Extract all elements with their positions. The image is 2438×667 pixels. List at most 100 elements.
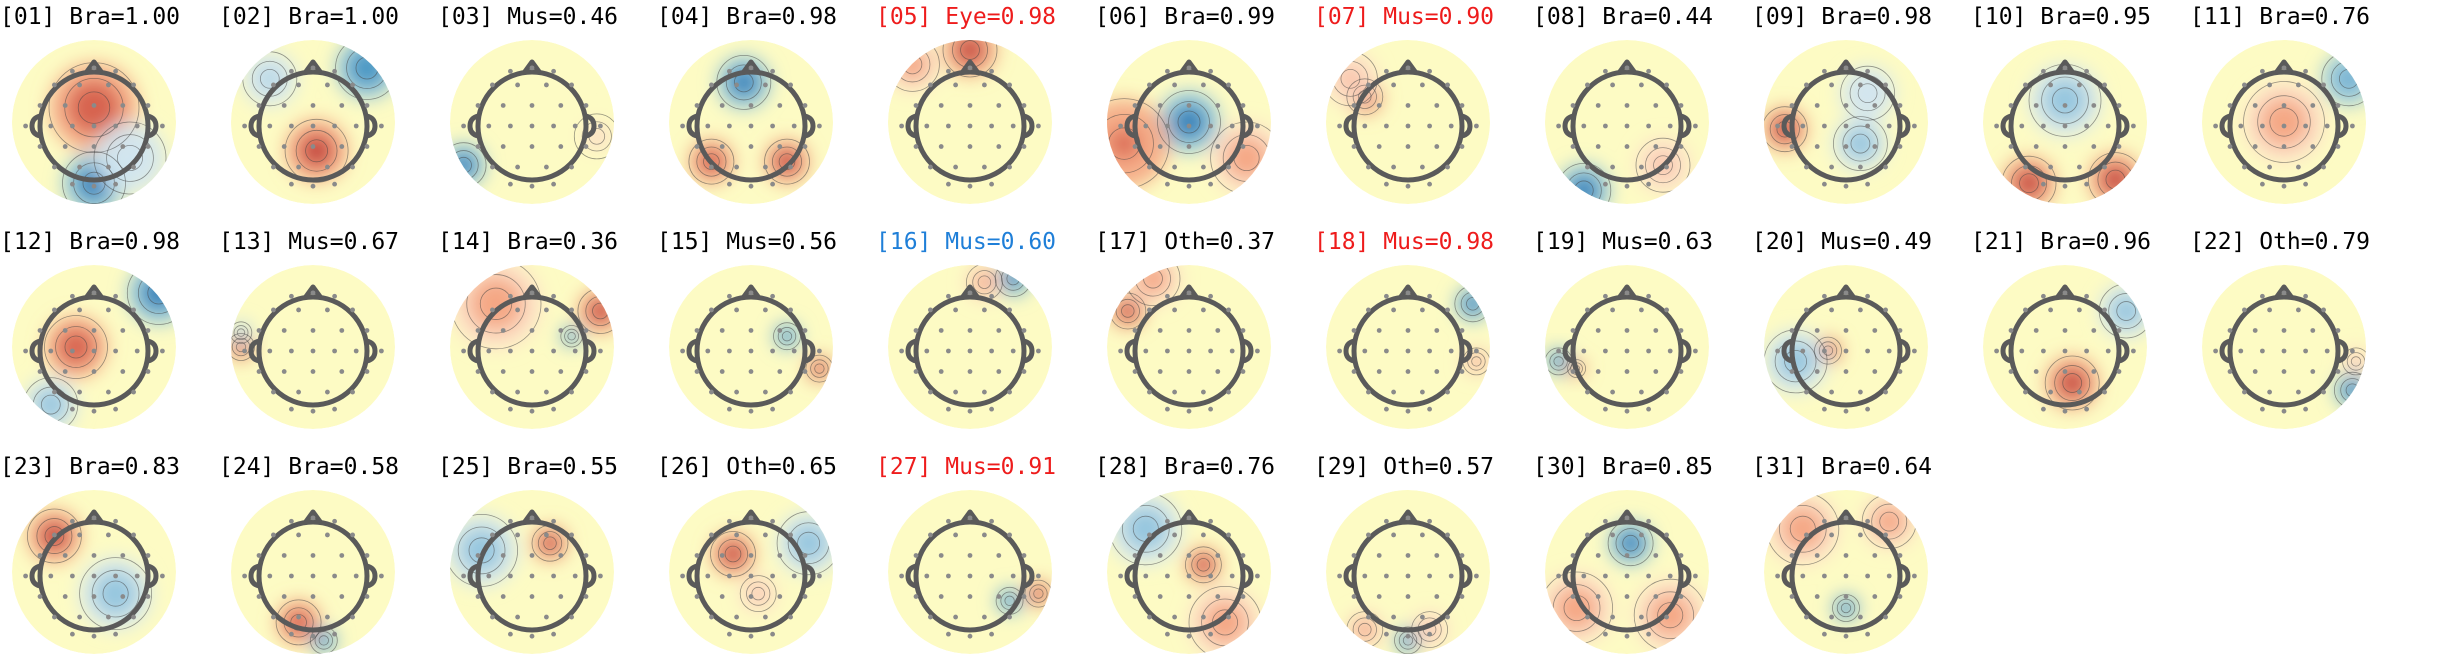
electrode-dot: [1208, 573, 1213, 579]
electrode-dot: [727, 348, 732, 354]
electrode-dot: [1186, 123, 1192, 129]
electrode-dot: [709, 82, 714, 88]
electrode-dot: [48, 573, 54, 579]
electrode-dot: [938, 553, 944, 558]
electrode-dot: [242, 348, 247, 354]
electrode-dot: [2084, 123, 2089, 129]
electrode-dot: [1775, 573, 1780, 579]
electrode-dot: [296, 532, 301, 538]
electrode-dot: [2102, 389, 2107, 395]
electrode-dot: [1843, 515, 1849, 521]
electrode-dot: [1362, 348, 1368, 354]
electrode-dot: [2048, 389, 2053, 395]
electrode-dot: [1678, 328, 1684, 333]
electrode-dot: [339, 594, 345, 599]
electrode-dot: [709, 532, 714, 538]
electrode-dot: [946, 123, 951, 129]
component-tile: [02] Bra=1.00: [219, 0, 429, 210]
electrode-dot: [1010, 348, 1016, 354]
electrode-dot: [2077, 389, 2082, 395]
electrode-dot: [364, 553, 370, 558]
topomap: [888, 490, 1052, 654]
electrode-dot: [2296, 164, 2301, 170]
electrode-dot: [946, 406, 951, 412]
electrode-dot: [2023, 307, 2028, 313]
electrode-dot: [1789, 553, 1795, 558]
electrode-dot: [131, 164, 136, 170]
electrode-dot: [967, 348, 973, 354]
electrode-dot: [1007, 614, 1012, 620]
electrode-dot: [490, 307, 495, 313]
electrode-dot: [1226, 164, 1231, 170]
electrode-dot: [1610, 307, 1615, 313]
electrode-dot: [2296, 307, 2301, 313]
electrode-dot: [1595, 103, 1601, 108]
electrode-dot: [145, 144, 151, 149]
electrode-dot: [1172, 164, 1177, 170]
electrode-dot: [325, 389, 330, 395]
electrode-dot: [996, 594, 1002, 599]
electrode-dot: [705, 123, 711, 129]
electrode-dot: [2310, 144, 2316, 149]
electrode-dot: [1865, 293, 1870, 299]
electrode-dot: [1653, 553, 1659, 558]
electrode-dot: [1427, 406, 1432, 412]
electrode-dot: [1459, 594, 1465, 599]
electrode-dot: [1804, 389, 1809, 395]
electrode-dot: [339, 103, 345, 108]
electrode-dot: [2023, 389, 2028, 395]
electrode-dot: [2033, 103, 2039, 108]
electrode-dot: [271, 307, 276, 313]
component-tile: [03] Mus=0.46: [438, 0, 648, 210]
electrode-dot: [134, 348, 140, 354]
electrode-dot: [508, 348, 513, 354]
electrode-dot: [2321, 389, 2326, 395]
electrode-dot: [899, 348, 904, 354]
electrode-dot: [1646, 406, 1651, 412]
electrode-dot: [529, 573, 535, 579]
electrode-dot: [946, 573, 951, 579]
electrode-dot: [583, 328, 589, 333]
electrode-dot: [1143, 123, 1149, 129]
head-outline: [1124, 59, 1254, 183]
electrode-dot: [1208, 68, 1213, 74]
electrode-dot: [2296, 82, 2301, 88]
electrode-dot: [1118, 573, 1123, 579]
electrode-dot: [2260, 68, 2265, 74]
electrode-dot: [2321, 307, 2326, 313]
electrode-dot: [2303, 293, 2308, 299]
electrode-dot: [569, 532, 574, 538]
electrode-dot: [1165, 518, 1170, 524]
electrode-dot: [2084, 348, 2089, 354]
electrode-dot: [2062, 408, 2068, 414]
electrode-dot: [996, 144, 1002, 149]
topomap: [1545, 265, 1709, 429]
electrode-dot: [281, 328, 287, 333]
electrode-dot: [131, 82, 136, 88]
electrode-dot: [1434, 103, 1440, 108]
electrode-dot: [310, 408, 316, 414]
electrode-dot: [982, 307, 987, 313]
electrode-dot: [267, 123, 273, 129]
electrode-dot: [1405, 369, 1411, 374]
electrode-dot: [2267, 82, 2272, 88]
electrode-dot: [1448, 348, 1454, 354]
electrode-dot: [160, 348, 165, 354]
electrode-dot: [529, 408, 535, 414]
head-outline: [2000, 284, 2130, 408]
electrode-dot: [1021, 144, 1027, 149]
electrode-dot: [953, 389, 958, 395]
electrode-dot: [1366, 307, 1371, 313]
electrode-dot: [802, 369, 808, 374]
electrode-dot: [1240, 144, 1246, 149]
electrode-dot: [928, 389, 933, 395]
electrode-dot: [1822, 181, 1827, 187]
electrode-dot: [2077, 164, 2082, 170]
electrode-dot: [515, 532, 520, 538]
head-outline: [1343, 284, 1473, 408]
topomap: [888, 265, 1052, 429]
electrode-dot: [1405, 123, 1411, 129]
electrode-dot: [1800, 348, 1806, 354]
electrode-dot: [1021, 594, 1027, 599]
component-tile: [08] Bra=0.44: [1533, 0, 1743, 210]
